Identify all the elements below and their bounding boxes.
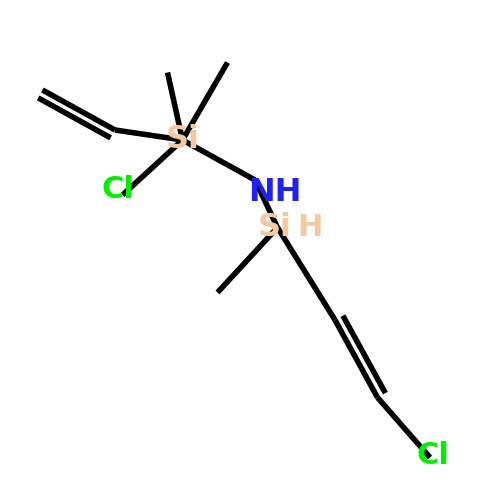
Text: H: H — [298, 213, 322, 242]
Text: Si: Si — [166, 124, 200, 156]
Text: NH: NH — [248, 177, 302, 208]
Text: Cl: Cl — [101, 176, 134, 204]
Text: Si: Si — [258, 212, 292, 243]
Text: Cl: Cl — [416, 440, 449, 470]
